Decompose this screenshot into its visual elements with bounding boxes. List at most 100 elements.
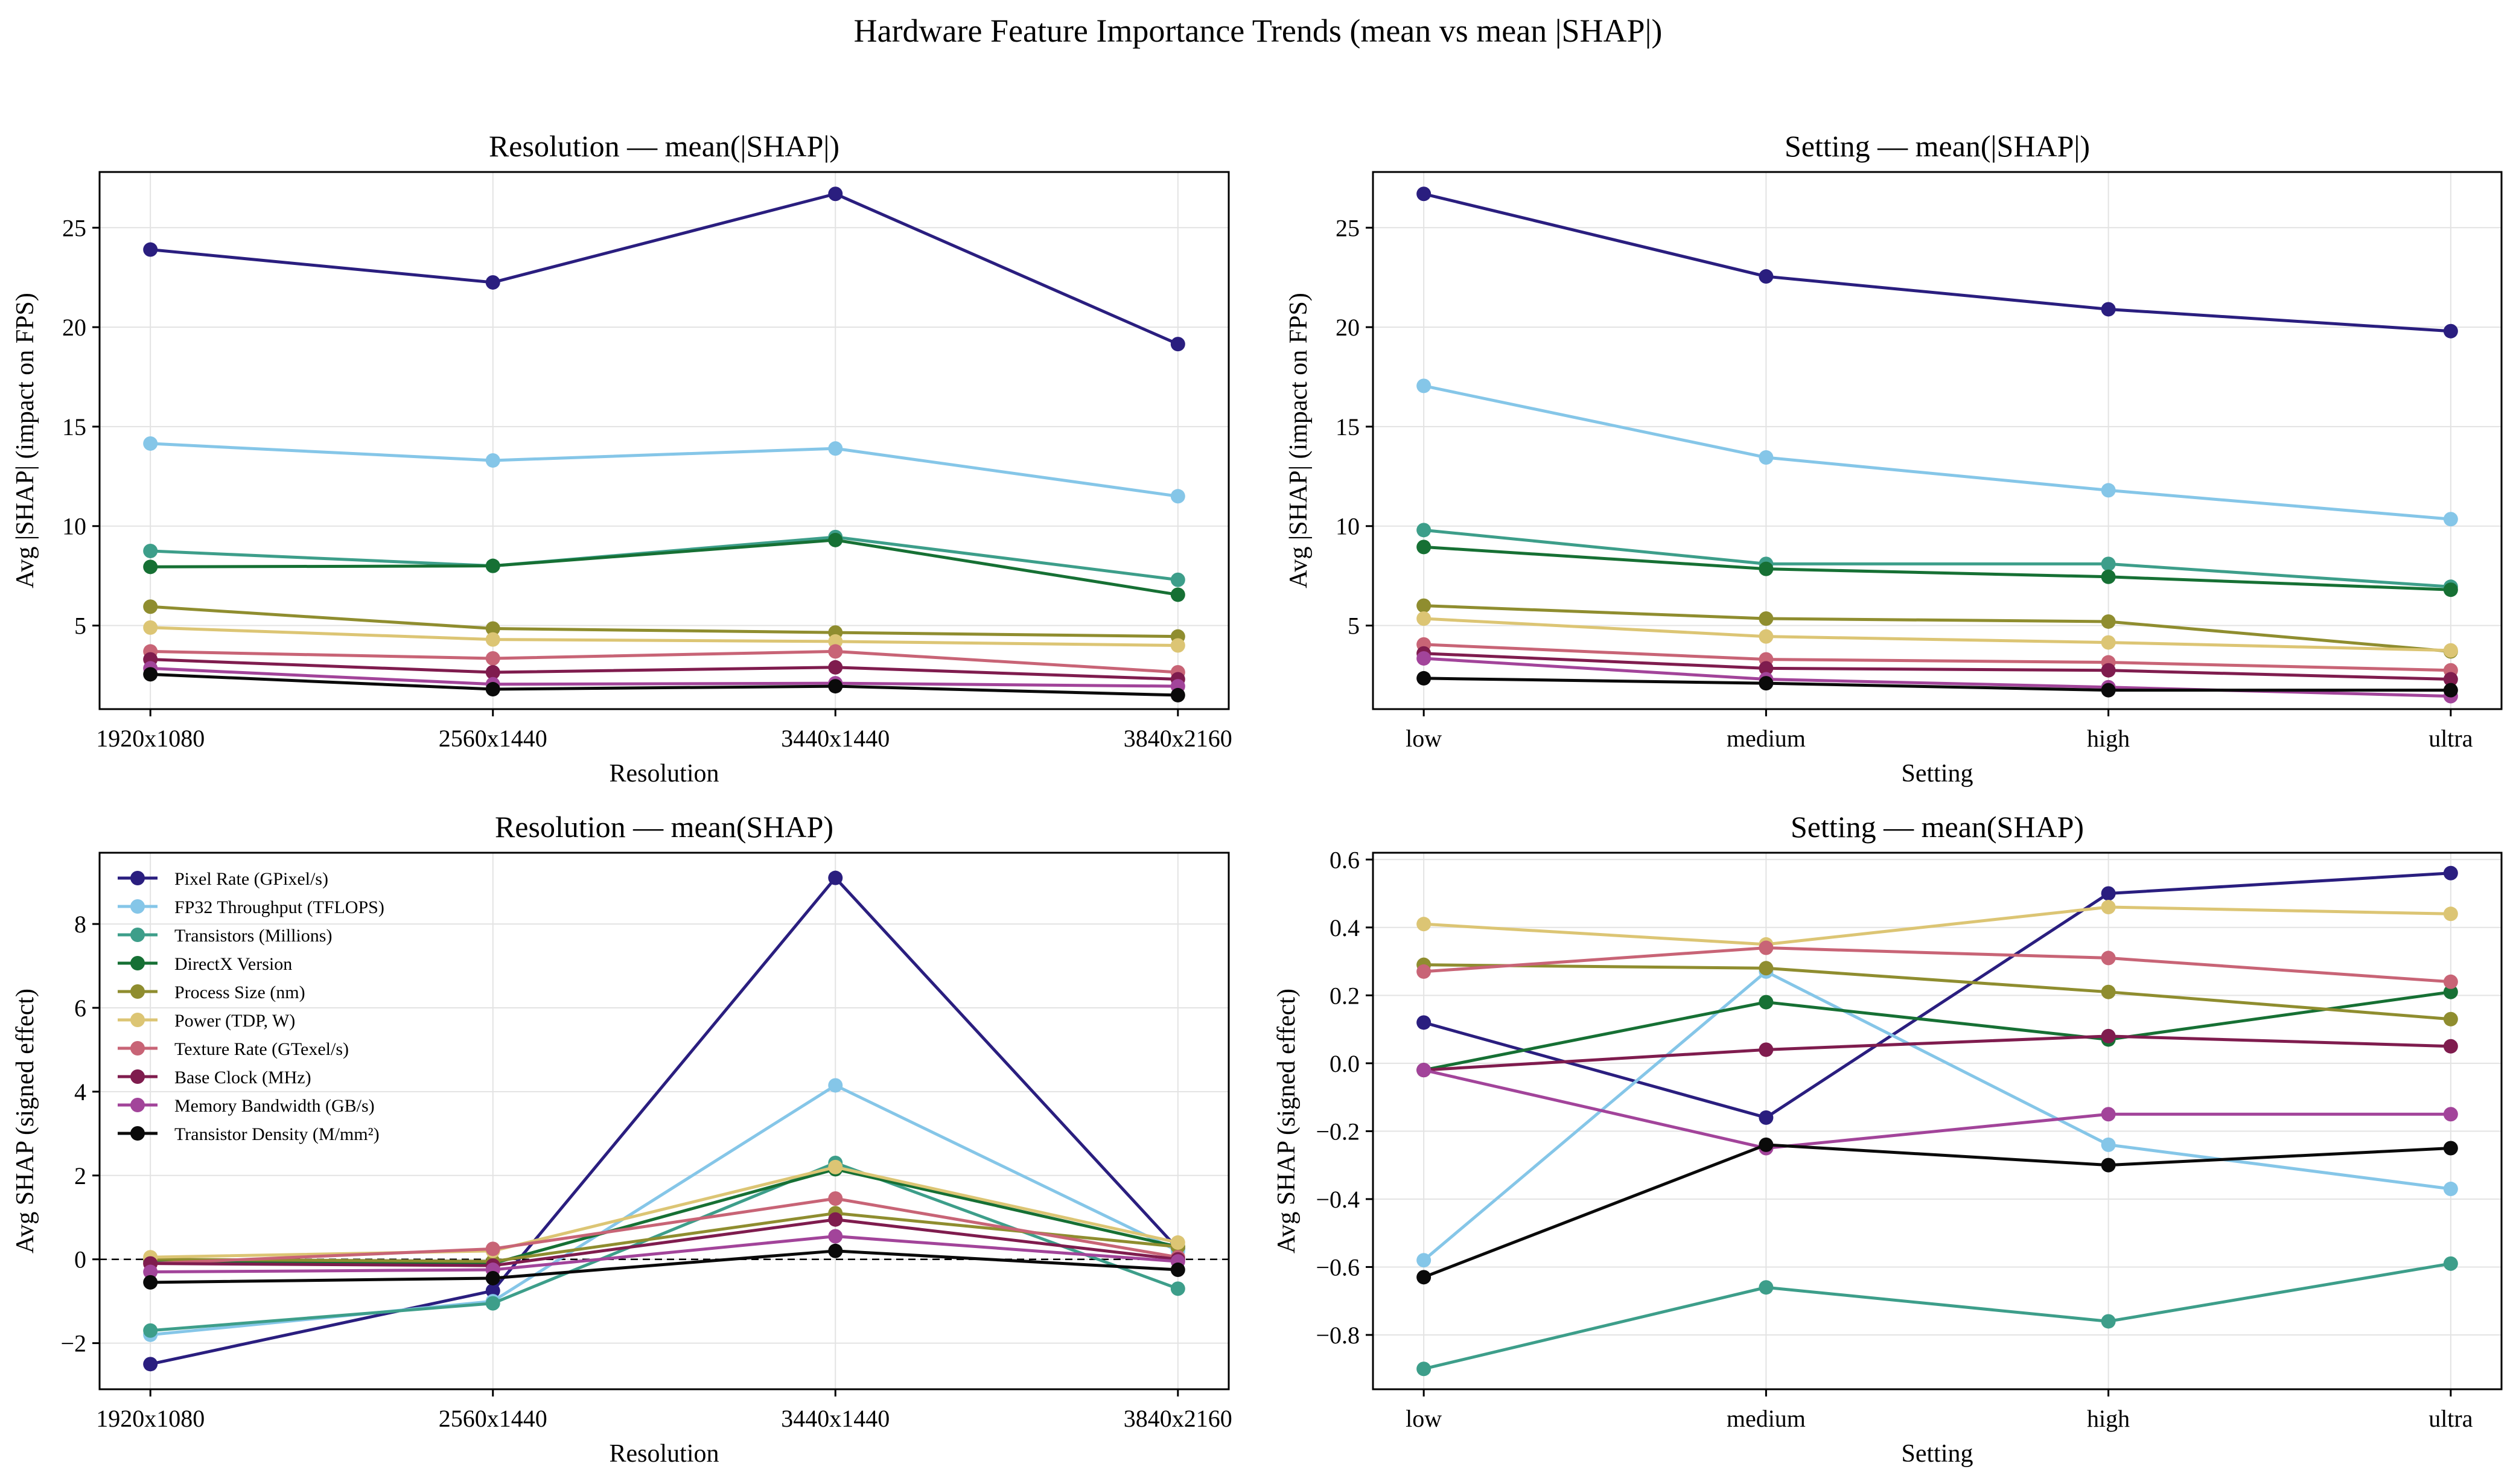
y-tick-label: 0 (74, 1246, 86, 1273)
y-tick-label: 0.2 (1330, 982, 1360, 1009)
legend-marker (130, 984, 145, 999)
data-point (2443, 1107, 2458, 1122)
legend-label: Texture Rate (GTexel/s) (174, 1039, 349, 1059)
data-point (1416, 186, 1432, 202)
data-point (485, 1270, 500, 1285)
y-tick-label: 2 (74, 1162, 86, 1189)
x-axis-label: Setting (1901, 760, 1973, 788)
data-point (1416, 598, 1432, 613)
data-point (828, 870, 843, 885)
data-point (2443, 984, 2458, 999)
data-point (2101, 886, 2116, 901)
x-tick-label: 2560x1440 (439, 1405, 547, 1432)
data-point (1759, 1110, 1774, 1125)
series-line (1423, 545, 2451, 591)
data-point (2443, 643, 2458, 658)
legend-marker (130, 1098, 145, 1112)
data-point (1759, 1280, 1774, 1295)
data-point (2101, 1158, 2116, 1173)
data-point (143, 1357, 158, 1372)
y-tick-label: −0.6 (1316, 1253, 1360, 1281)
y-axis-label: Avg SHAP (signed effect) (1273, 989, 1301, 1253)
data-point (143, 667, 158, 682)
data-point (1170, 638, 1185, 653)
data-point (143, 242, 158, 257)
series-line (150, 538, 1179, 596)
data-point (1416, 1253, 1432, 1268)
legend-marker (130, 1126, 145, 1141)
data-point (2443, 1256, 2458, 1271)
plot-frame (98, 171, 1230, 710)
series-line (150, 605, 1178, 639)
series-line (150, 626, 1178, 648)
data-point (1416, 1015, 1432, 1030)
data-point (1416, 964, 1432, 979)
data-point (2101, 635, 2116, 650)
legend-marker (130, 871, 145, 885)
y-tick-label: 4 (74, 1078, 86, 1106)
series-line (1424, 677, 2451, 692)
data-point (485, 651, 500, 666)
data-point (1416, 917, 1432, 932)
data-point (485, 1283, 500, 1298)
data-point (2101, 900, 2116, 915)
series-line (150, 442, 1179, 498)
data-point (1759, 995, 1774, 1010)
data-point (2101, 1137, 2116, 1152)
legend-label: Power (TDP, W) (174, 1011, 295, 1031)
y-tick-label: 20 (62, 314, 86, 341)
y-tick-label: 8 (74, 911, 86, 938)
series-line (150, 672, 1178, 697)
y-tick-label: 0.0 (1330, 1050, 1360, 1077)
x-tick-label: medium (1727, 725, 1806, 752)
legend-marker (130, 899, 145, 914)
series-line (150, 1249, 1178, 1284)
data-point (1759, 676, 1774, 691)
data-point (1416, 540, 1432, 555)
x-tick-label: ultra (2428, 725, 2473, 752)
data-point (143, 620, 158, 635)
data-point (2101, 569, 2116, 584)
x-tick-label: 3840x2160 (1124, 725, 1232, 752)
legend-label: Pixel Rate (GPixel/s) (174, 869, 328, 889)
series-line (1423, 384, 2451, 521)
series-line (150, 1165, 1179, 1259)
y-tick-label: 10 (62, 513, 86, 540)
data-point (1416, 651, 1432, 666)
legend-marker (130, 1013, 145, 1027)
chart-panel-2: low medium high ultra 5 10 15 20 25 Setting — mea… (1285, 129, 2503, 788)
data-point (1170, 1235, 1185, 1250)
x-tick-label: low (1406, 1405, 1442, 1432)
data-point (2443, 323, 2458, 339)
x-tick-label: 3840x2160 (1124, 1405, 1232, 1432)
data-point (2443, 672, 2458, 687)
data-point (2443, 582, 2458, 597)
series-line (150, 649, 1178, 674)
data-point (143, 559, 158, 575)
legend: Pixel Rate (GPixel/s) FP32 Throughput (TF… (118, 869, 384, 1144)
series-line (1424, 604, 2451, 653)
x-tick-label: high (2087, 725, 2130, 752)
x-tick-label: ultra (2428, 1405, 2473, 1432)
data-point (2443, 1011, 2458, 1027)
series-line (150, 192, 1179, 346)
data-point (828, 441, 843, 456)
figure-title: Hardware Feature Importance Trends (mean… (853, 13, 1663, 49)
legend-marker (130, 1069, 145, 1084)
x-tick-label: 3440x1440 (781, 725, 890, 752)
data-point (2101, 1028, 2116, 1043)
data-point (485, 558, 500, 573)
y-tick-label: −2 (60, 1330, 86, 1357)
data-point (485, 621, 500, 636)
legend-label: DirectX Version (174, 954, 292, 974)
data-point (2101, 1314, 2116, 1329)
data-point (143, 1323, 158, 1338)
data-point (828, 644, 843, 659)
x-tick-label: 2560x1440 (439, 725, 547, 752)
data-point (1759, 450, 1774, 465)
data-point (828, 1212, 843, 1227)
data-point (1170, 687, 1185, 702)
data-point (2443, 974, 2458, 989)
series-line (1423, 1068, 2451, 1150)
legend-label: FP32 Throughput (TFLOPS) (174, 897, 384, 917)
